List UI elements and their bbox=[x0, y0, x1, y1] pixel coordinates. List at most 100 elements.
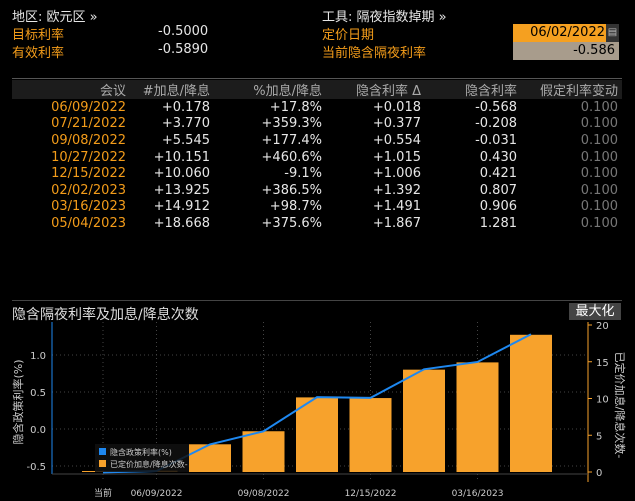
chart-title: 隐含隔夜利率及加息/降息次数 bbox=[12, 307, 199, 323]
column-header[interactable]: #加息/降息 bbox=[130, 80, 214, 99]
table-cell: 0.100 bbox=[580, 116, 618, 132]
table-cell: 0.430 bbox=[479, 149, 517, 165]
column-header[interactable]: 会议 bbox=[12, 80, 130, 99]
table-cell: 1.281 bbox=[479, 215, 517, 231]
tool-selector[interactable]: 工具: 隔夜指数掉期 » bbox=[322, 10, 447, 25]
y-tick-label: 20 bbox=[596, 321, 609, 332]
x-tick-label: 09/08/2022 bbox=[238, 489, 290, 499]
table-cell: 0.100 bbox=[580, 166, 618, 182]
table-cell: +0.178 bbox=[161, 99, 210, 115]
table-cell: 02/02/2023 bbox=[51, 182, 126, 198]
column-header[interactable]: 隐含利率 bbox=[425, 80, 521, 99]
table-cell: -0.568 bbox=[475, 99, 517, 115]
table-cell: 09/08/2022 bbox=[51, 132, 126, 148]
bar bbox=[510, 334, 552, 472]
table-cell: +5.545 bbox=[161, 132, 210, 148]
table-row[interactable]: 02/02/2023 +13.925 +386.5% +1.392 0.807 0.100 bbox=[12, 182, 622, 199]
table-cell: +1.867 bbox=[372, 215, 421, 231]
table-cell: +3.770 bbox=[161, 116, 210, 132]
bar bbox=[296, 397, 338, 472]
effective-rate-value: -0.5890 bbox=[158, 42, 209, 57]
region-selector[interactable]: 地区: 欧元区 » bbox=[12, 10, 98, 25]
legend-swatch bbox=[99, 460, 106, 467]
bar bbox=[349, 398, 392, 472]
current-implied-value[interactable]: -0.586 bbox=[513, 42, 619, 60]
effective-rate-label: 有效利率 bbox=[12, 46, 65, 61]
legend-label: 已定价加息/降息次数- bbox=[110, 459, 188, 469]
table-cell: +13.925 bbox=[153, 182, 210, 198]
table-row[interactable]: 06/09/2022 +0.178 +17.8% +0.018 -0.568 0.100 bbox=[12, 99, 622, 116]
table-cell: 0.100 bbox=[580, 182, 618, 198]
current-implied-label: 当前隐含隔夜利率 bbox=[322, 46, 427, 61]
target-rate-value: -0.5000 bbox=[158, 24, 209, 39]
table-cell: +18.668 bbox=[153, 215, 210, 231]
y-tick-label: 15 bbox=[596, 358, 609, 369]
table-row[interactable]: 03/16/2023 +14.912 +98.7% +1.491 0.906 0.100 bbox=[12, 199, 622, 216]
legend-label: 隐含政策利率(%) bbox=[110, 447, 172, 457]
table-cell: +460.6% bbox=[261, 149, 322, 165]
table-cell: 0.421 bbox=[479, 166, 517, 182]
table-cell: +17.8% bbox=[269, 99, 322, 115]
legend-swatch bbox=[99, 448, 106, 455]
table-cell: +177.4% bbox=[261, 132, 322, 148]
column-header[interactable]: 假定利率变动 bbox=[521, 80, 622, 99]
pricing-date-input[interactable]: 06/02/2022 bbox=[513, 24, 619, 42]
table-row[interactable]: 05/04/2023 +18.668 +375.6% +1.867 1.281 0.100 bbox=[12, 215, 622, 232]
right-axis-label: 已定价加息/降息次数- bbox=[613, 352, 627, 459]
table-cell: +1.006 bbox=[372, 166, 421, 182]
table-cell: +10.060 bbox=[153, 166, 210, 182]
table-cell: 0.906 bbox=[479, 199, 517, 215]
table-cell: +14.912 bbox=[153, 199, 210, 215]
table-row[interactable]: 10/27/2022 +10.151 +460.6% +1.015 0.430 0.100 bbox=[12, 149, 622, 166]
table-cell: +0.554 bbox=[372, 132, 421, 148]
left-axis-label: 隐含政策利率(%) bbox=[11, 359, 25, 444]
y-tick-label: 0 bbox=[596, 468, 602, 479]
y-tick-label: -0.5 bbox=[26, 462, 46, 473]
table-cell: +386.5% bbox=[261, 182, 322, 198]
meetings-table: 会议 #加息/降息 %加息/降息 隐含利率 Δ 隐含利率 假定利率变动 06/09/202… bbox=[12, 80, 622, 232]
bar bbox=[403, 369, 445, 472]
table-cell: +98.7% bbox=[269, 199, 322, 215]
table-cell: 0.100 bbox=[580, 99, 618, 115]
x-tick-label: 12/15/2022 bbox=[345, 489, 397, 499]
table-cell: 0.100 bbox=[580, 149, 618, 165]
y-tick-label: 5 bbox=[596, 431, 602, 442]
y-tick-label: 1.0 bbox=[30, 351, 46, 362]
table-cell: -9.1% bbox=[284, 166, 322, 182]
table-cell: 0.100 bbox=[580, 132, 618, 148]
x-tick-label: 当前 bbox=[94, 487, 112, 499]
legend bbox=[95, 444, 189, 472]
x-tick-label: 06/09/2022 bbox=[131, 489, 183, 499]
column-header[interactable]: 隐含利率 Δ bbox=[326, 80, 425, 99]
pricing-date-label: 定价日期 bbox=[322, 28, 375, 43]
table-cell: +1.392 bbox=[372, 182, 421, 198]
target-rate-label: 目标利率 bbox=[12, 28, 65, 43]
y-tick-label: 0.0 bbox=[30, 425, 46, 436]
table-cell: +1.015 bbox=[372, 149, 421, 165]
table-cell: 10/27/2022 bbox=[51, 149, 126, 165]
table-cell: 05/04/2023 bbox=[51, 215, 126, 231]
table-cell: +1.491 bbox=[372, 199, 421, 215]
y-tick-label: 0.5 bbox=[30, 388, 46, 399]
table-cell: 0.100 bbox=[580, 199, 618, 215]
table-cell: +359.3% bbox=[261, 116, 322, 132]
maximize-button[interactable]: 最大化 bbox=[569, 303, 621, 320]
table-row[interactable]: 07/21/2022 +3.770 +359.3% +0.377 -0.208 0.100 bbox=[12, 116, 622, 133]
table-row[interactable]: 09/08/2022 +5.545 +177.4% +0.554 -0.031 0.100 bbox=[12, 132, 622, 149]
table-cell: 07/21/2022 bbox=[51, 116, 126, 132]
bar bbox=[456, 362, 499, 472]
table-cell: +10.151 bbox=[153, 149, 210, 165]
table-cell: -0.208 bbox=[475, 116, 517, 132]
bar bbox=[189, 444, 231, 472]
table-cell: +375.6% bbox=[261, 215, 322, 231]
divider bbox=[12, 78, 622, 79]
x-tick-label: 03/16/2023 bbox=[452, 489, 504, 499]
table-cell: 0.807 bbox=[479, 182, 517, 198]
table-cell: +0.377 bbox=[372, 116, 421, 132]
calendar-icon[interactable]: ▤ bbox=[606, 24, 619, 42]
table-row[interactable]: 12/15/2022 +10.060 -9.1% +1.006 0.421 0.100 bbox=[12, 165, 622, 182]
table-cell: 03/16/2023 bbox=[51, 199, 126, 215]
column-header[interactable]: %加息/降息 bbox=[214, 80, 326, 99]
bar bbox=[242, 431, 285, 472]
